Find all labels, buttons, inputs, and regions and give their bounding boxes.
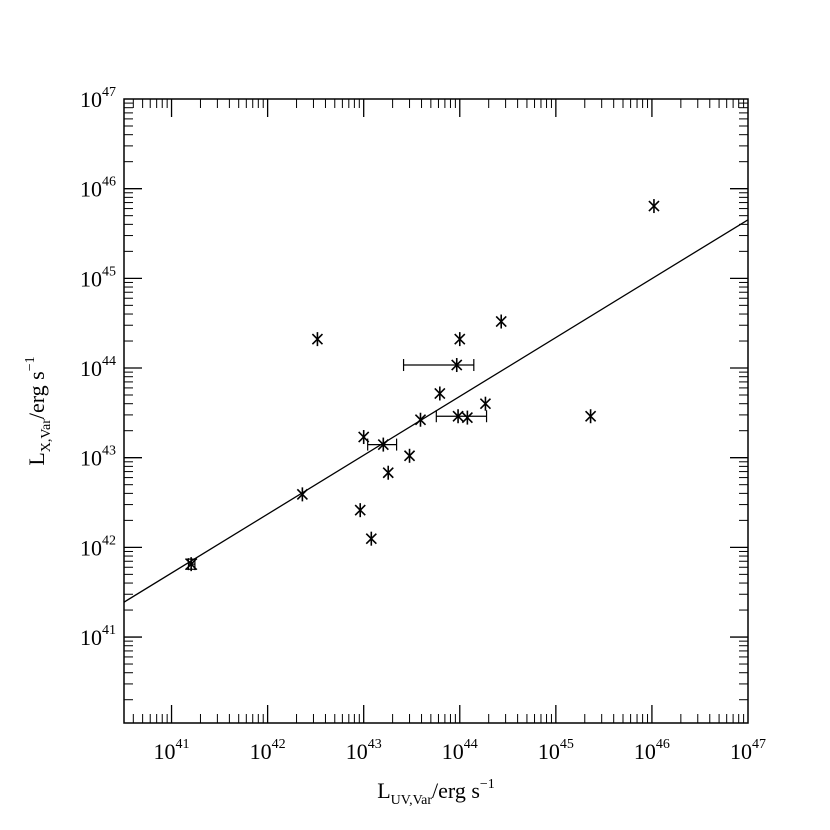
y-tick-label: 1047 (80, 85, 116, 112)
asterisk-stroke (451, 359, 463, 371)
y-tick-label: 1042 (80, 533, 116, 560)
x-tick-label: 1043 (346, 737, 382, 764)
data-point (454, 332, 466, 347)
asterisk-stroke (358, 431, 370, 443)
plot-frame (123, 98, 749, 724)
data-point (584, 409, 597, 424)
y-tick-label: 1043 (80, 444, 116, 471)
asterisk-stroke (584, 410, 597, 422)
y-tick-label: 1046 (80, 175, 116, 202)
data-point (414, 412, 427, 427)
x-tick-label: 1045 (538, 737, 574, 764)
data-point (382, 465, 394, 480)
data-point (185, 557, 197, 572)
data-point (434, 386, 446, 401)
asterisk-stroke (377, 438, 389, 451)
x-tick-label: 1042 (250, 737, 286, 764)
x-tick-labels: 1041 1042 1043 1044 1045 1046 1047 (154, 737, 766, 764)
data-point (403, 448, 416, 463)
error-bars (185, 359, 488, 571)
asterisk-stroke (354, 504, 366, 516)
asterisk-stroke (434, 387, 446, 400)
data-point (365, 531, 377, 546)
data-point (452, 409, 464, 424)
asterisk-stroke (648, 200, 660, 212)
y-tick-labels: 1041 1042 1043 1044 1045 1046 1047 (80, 85, 116, 650)
x-tick-label: 1046 (634, 737, 670, 764)
asterisk-stroke (479, 398, 492, 410)
data-point (451, 358, 463, 373)
asterisk-stroke (185, 558, 197, 570)
data-point (479, 396, 492, 411)
minor-ticks (124, 99, 748, 723)
y-tick-label: 1041 (80, 623, 116, 650)
major-ticks (124, 99, 748, 723)
asterisk-stroke (495, 315, 507, 328)
x-axis-label: LUV,Var/erg s−1 (377, 777, 495, 808)
data-point (648, 199, 660, 214)
asterisk-stroke (452, 410, 464, 422)
data-point (377, 437, 389, 452)
data-point (358, 430, 370, 445)
asterisk-stroke (461, 411, 473, 424)
x-tick-label: 1041 (154, 737, 190, 764)
asterisk-stroke (382, 467, 394, 479)
y-tick-label: 1044 (80, 354, 116, 381)
asterisk-stroke (296, 488, 308, 500)
asterisk-stroke (311, 333, 324, 345)
data-point (461, 410, 473, 425)
x-tick-label: 1047 (730, 737, 766, 764)
data-points (185, 199, 660, 572)
data-point (311, 332, 324, 347)
asterisk-stroke (365, 533, 377, 545)
data-point (296, 487, 308, 502)
data-point (495, 314, 507, 329)
y-axis-label: LX,Var/erg s−1 (23, 356, 54, 465)
asterisk-stroke (454, 333, 466, 345)
asterisk-stroke (414, 414, 427, 426)
x-tick-label: 1044 (442, 737, 478, 764)
y-tick-label: 1045 (80, 264, 116, 291)
asterisk-stroke (403, 450, 416, 462)
data-point (354, 503, 366, 518)
